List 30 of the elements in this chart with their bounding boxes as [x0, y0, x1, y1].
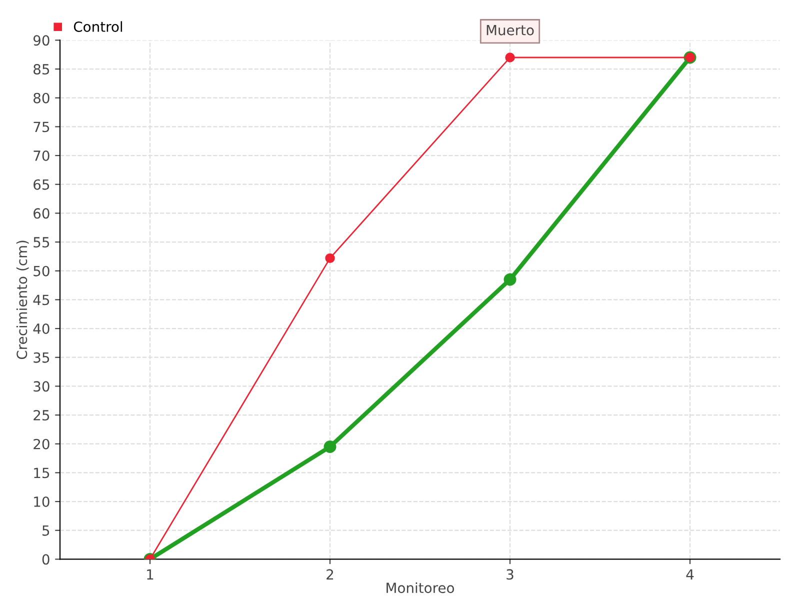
y-axis-title: Crecimiento (cm): [16, 240, 29, 360]
x-tick-label: 1: [147, 569, 154, 580]
annotation: Muerto: [486, 25, 534, 36]
y-tick-label: 60: [34, 208, 50, 219]
point: [504, 273, 516, 286]
y-tick-label: 30: [34, 381, 50, 392]
y-tick-label: 90: [33, 35, 50, 46]
y-tick-label: 0: [42, 554, 50, 565]
y-tick-label: 65: [34, 179, 50, 190]
y-tick-label: 10: [34, 496, 50, 508]
y-tick-label: 55: [34, 237, 50, 248]
y-tick-label: 35: [34, 352, 50, 363]
point: [325, 253, 335, 264]
legend-label: Control: [74, 21, 122, 32]
y-tick-label: 45: [33, 294, 50, 306]
y-tick-label: 40: [33, 324, 50, 334]
x-tick-label: 2: [326, 569, 334, 580]
x-tick-label: 3: [506, 569, 514, 580]
y-tick-label: 85: [34, 64, 50, 75]
x-tick-label: 4: [686, 569, 694, 580]
point: [505, 52, 515, 62]
y-tick-label: 20: [34, 438, 50, 450]
y-tick-label: 70: [34, 150, 50, 162]
x-axis-title: Monitoreo: [386, 582, 454, 594]
y-tick-label: 75: [34, 122, 50, 132]
y-tick-label: 80: [34, 92, 50, 104]
y-tick-label: 50: [34, 266, 50, 276]
y-tick-label: 25: [34, 410, 50, 421]
y-tick-label: 5: [42, 526, 50, 536]
y-tick-label: 15: [34, 468, 50, 478]
